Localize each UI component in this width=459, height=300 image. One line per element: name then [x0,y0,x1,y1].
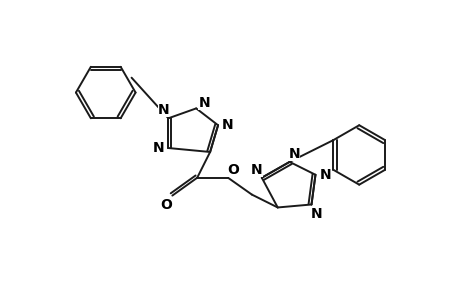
Text: N: N [310,207,322,221]
Text: N: N [198,96,209,110]
Text: N: N [157,103,169,117]
Text: N: N [288,147,300,161]
Text: O: O [160,199,172,212]
Text: N: N [152,141,164,155]
Text: N: N [222,118,233,132]
Text: N: N [319,168,330,182]
Text: O: O [227,163,238,177]
Text: N: N [251,163,262,177]
